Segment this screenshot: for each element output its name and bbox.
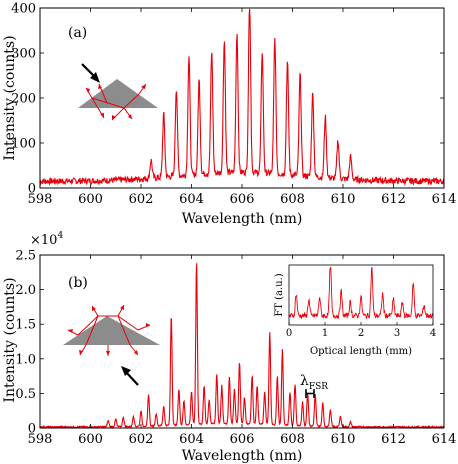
y-tick-label: 0 — [28, 422, 36, 437]
incident-arrowhead-b-icon — [121, 366, 131, 376]
fsr-bracket-icon — [305, 389, 315, 398]
x-tick-label: 600 — [78, 432, 103, 447]
x-tick-label: 608 — [280, 192, 305, 207]
inset-ft-line — [288, 267, 434, 320]
x-tick-label: 598 — [28, 192, 53, 207]
panel-a-spectrum-line — [39, 8, 445, 187]
x-tick-label: 606 — [230, 432, 255, 447]
ray-arrowheads-b-icon — [68, 305, 150, 356]
prism-a-icon — [78, 79, 158, 108]
inset-x-tick-label: 0 — [286, 328, 292, 339]
y-tick-label: 400 — [11, 2, 36, 17]
y-tick-label: 1.0 — [15, 352, 36, 367]
x-tick-label: 608 — [280, 432, 305, 447]
x-tick-label: 610 — [331, 192, 356, 207]
panel-b-spectrum-line — [39, 263, 445, 429]
panel-a-y-axis-label: Intensity (counts) — [2, 35, 18, 160]
inset-x-tick-label: 3 — [394, 328, 400, 339]
x-tick-label: 602 — [129, 432, 154, 447]
x-tick-label: 602 — [129, 192, 154, 207]
panel-b-label: (b) — [68, 275, 88, 291]
ray-paths-b-icon — [67, 304, 151, 356]
ray-arrowheads-a-icon — [86, 84, 146, 120]
prism-diagram-b — [63, 304, 160, 386]
y-tick-label: 0 — [28, 182, 36, 197]
panel-a-x-axis-label: Wavelength (nm) — [182, 211, 303, 227]
inset-x-ticks: 0 1 2 3 4 — [286, 322, 436, 339]
x-tick-label: 614 — [432, 192, 457, 207]
inset-ft-plot: 0 1 2 3 4 Optical length (mm) FT (a.u.) — [274, 264, 436, 357]
y-tick-label: 200 — [11, 92, 36, 107]
prism-b-icon — [63, 316, 160, 345]
panel-b-y-ticks: 0 0.5 1.0 1.5 2.0 2.5 — [15, 249, 444, 437]
y-tick-label: 2.5 — [15, 249, 36, 264]
panel-b-x-axis-label: Wavelength (nm) — [182, 448, 303, 464]
panel-a-x-ticks: 598 600 602 604 606 608 610 612 614 — [28, 8, 457, 207]
inset-x-axis-label: Optical length (mm) — [310, 346, 412, 357]
y-tick-label: 1.5 — [15, 318, 36, 333]
panel-a: 598 600 602 604 606 608 610 612 614 0 100 200 300 40… — [2, 2, 456, 228]
fsr-label: λFSR — [300, 373, 328, 392]
x-tick-label: 612 — [381, 432, 406, 447]
inset-y-axis-label: FT (a.u.) — [274, 273, 285, 316]
y-tick-label: 300 — [11, 47, 36, 62]
x-tick-label: 612 — [381, 192, 406, 207]
panel-b-y-axis-label: Intensity (counts) — [2, 277, 18, 402]
incident-arrow-b-icon — [125, 371, 139, 386]
panel-a-y-ticks: 0 100 200 300 400 — [11, 2, 444, 197]
x-tick-label: 600 — [78, 192, 103, 207]
x-tick-label: 606 — [230, 192, 255, 207]
inset-x-tick-label: 2 — [358, 328, 364, 339]
panel-a-label: (a) — [68, 25, 87, 41]
x-tick-label: 598 — [28, 432, 53, 447]
panel-b-x-ticks: 598 600 602 604 606 608 610 612 614 — [28, 255, 457, 447]
inset-x-tick-label: 1 — [322, 328, 328, 339]
incident-arrowhead-a-icon — [90, 72, 100, 83]
panel-b-y-multiplier: ×104 — [30, 231, 63, 248]
panel-b: 598 600 602 604 606 608 610 612 614 0 0.5 1.0 1.5 2.… — [2, 231, 456, 464]
x-tick-label: 610 — [331, 432, 356, 447]
prism-diagram-a — [78, 63, 158, 121]
inset-x-tick-label: 4 — [430, 328, 436, 339]
x-tick-label: 604 — [179, 192, 204, 207]
x-tick-label: 614 — [432, 432, 457, 447]
y-tick-label: 2.0 — [15, 283, 36, 298]
x-tick-label: 604 — [179, 432, 204, 447]
y-tick-label: 100 — [11, 137, 36, 152]
y-tick-label: 0.5 — [15, 387, 36, 402]
